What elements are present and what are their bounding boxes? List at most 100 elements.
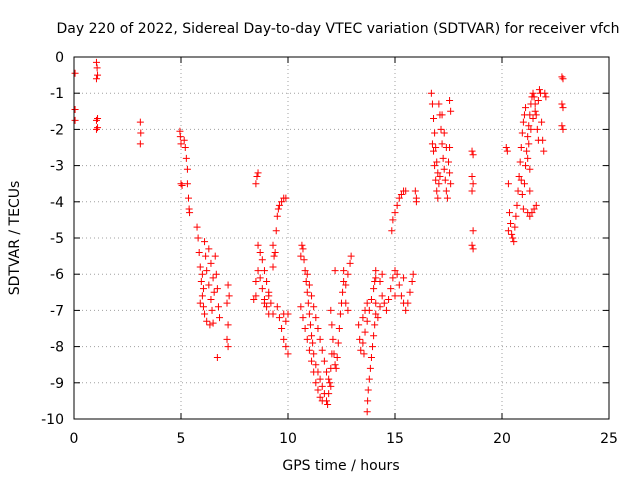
data-point [372,267,380,275]
data-point [523,147,531,155]
data-point [361,328,369,336]
data-point [324,401,332,409]
data-point [137,129,145,137]
data-point [340,277,348,285]
data-point [312,379,320,387]
data-point [434,169,442,177]
data-point [183,180,191,188]
data-point [441,176,449,184]
data-point [534,96,542,104]
data-point [299,245,307,253]
data-point [412,198,420,206]
x-tick-label: 25 [600,431,618,447]
data-point [363,408,371,416]
data-point [210,288,218,296]
data-point [558,122,566,130]
data-point [136,140,144,148]
data-point [509,234,517,242]
data-point [177,180,185,188]
data-point [359,339,367,347]
data-point [314,386,322,394]
data-point [511,223,519,231]
data-point [388,227,396,235]
data-point [334,339,342,347]
data-point [71,105,79,113]
data-point [530,93,538,101]
data-point [522,104,530,112]
data-point [344,306,352,314]
data-point [275,314,283,322]
data-point [316,335,324,343]
data-point [282,317,290,325]
data-point [518,191,526,199]
data-point [468,187,476,195]
data-point [507,220,515,228]
data-point [254,169,262,177]
data-point [305,346,313,354]
data-point [436,172,444,180]
data-point [369,343,377,351]
data-point [94,71,102,79]
data-point [198,292,206,300]
data-point [225,292,233,300]
data-point [519,118,527,126]
data-point [363,299,371,307]
data-point [265,292,273,300]
x-axis-label: GPS time / hours [282,458,399,474]
data-point [510,238,518,246]
data-point [207,296,215,304]
data-point [440,129,448,137]
data-point [331,267,339,275]
data-point [94,115,102,123]
data-point [432,144,440,151]
data-point [270,252,278,260]
data-point [342,299,350,307]
data-point [364,397,372,405]
data-point [526,111,534,119]
data-point [254,241,262,249]
data-point [336,310,344,318]
data-point [443,194,451,202]
data-point [71,116,79,124]
data-point [469,245,477,253]
data-point [525,122,533,130]
data-point [318,397,326,405]
data-point [526,212,534,220]
data-point [209,319,217,327]
data-point [252,277,260,285]
data-point [531,107,539,115]
data-point [332,364,340,372]
data-point [308,357,316,365]
data-point [435,100,443,108]
data-point [346,259,354,267]
y-tick-label: -6 [50,267,64,283]
data-point [282,194,290,202]
x-tick-label: 5 [177,431,186,447]
y-tick-label: -8 [50,340,64,356]
data-point [360,350,368,358]
data-point [316,375,324,383]
data-point [402,187,410,195]
data-point [370,332,378,340]
data-point [274,205,282,213]
data-point [520,180,528,188]
data-point [312,361,320,369]
data-point [183,165,191,173]
data-point [435,180,443,188]
data-point [427,89,435,97]
data-point [260,299,268,307]
data-point [195,248,203,256]
data-point [393,270,401,278]
data-point [395,281,403,289]
data-point [402,306,410,314]
data-point [446,144,454,151]
data-point [400,274,408,282]
data-point [331,361,339,369]
y-tick-label: -5 [50,231,64,247]
data-point [517,176,525,184]
data-point [269,263,277,271]
data-point [224,343,232,351]
data-point [527,125,535,133]
data-point [440,165,448,173]
